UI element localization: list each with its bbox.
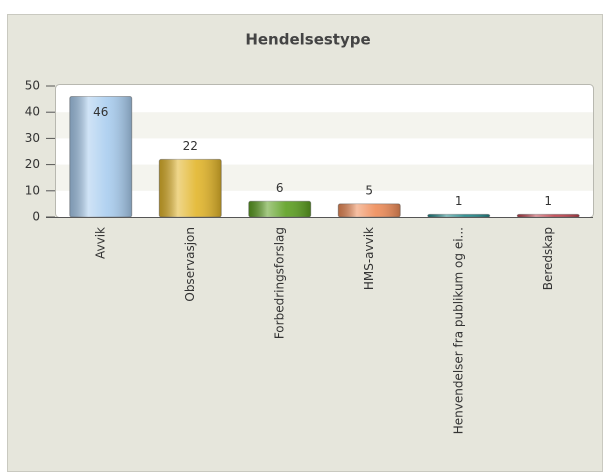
x-tick-label: Henvendelser fra publikum og ei... <box>451 227 465 434</box>
plot-area <box>55 84 594 218</box>
y-tick-label: 20 <box>25 157 40 171</box>
value-label: 6 <box>276 181 284 195</box>
x-tick-label: Avvik <box>93 227 107 259</box>
x-tick-label: Observasjon <box>183 227 197 302</box>
value-label: 1 <box>544 194 552 208</box>
value-label: 46 <box>93 105 108 119</box>
value-label: 22 <box>183 139 198 153</box>
chart-title: Hendelsestype <box>245 31 370 49</box>
bar-shine <box>69 96 132 217</box>
bar-shine <box>338 203 401 217</box>
grid-band <box>56 112 593 139</box>
y-tick-label: 50 <box>25 79 40 93</box>
x-tick-label: Forbedringsforslag <box>272 227 286 339</box>
bar-shine <box>427 214 490 217</box>
bar-shine <box>159 159 222 217</box>
y-tick-label: 30 <box>25 131 40 145</box>
x-tick-label: HMS-avvik <box>362 227 376 290</box>
value-label: 5 <box>365 183 373 197</box>
y-tick-label: 10 <box>25 183 40 197</box>
y-tick-label: 40 <box>25 105 40 119</box>
bar-shine <box>517 214 580 217</box>
bar-shine <box>248 201 311 217</box>
grid-band <box>56 164 593 191</box>
x-tick-label: Beredskap <box>541 227 555 290</box>
value-label: 1 <box>455 194 463 208</box>
y-tick-label: 0 <box>32 210 40 224</box>
